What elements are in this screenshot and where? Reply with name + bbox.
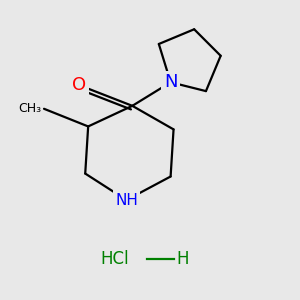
Text: H: H bbox=[176, 250, 189, 268]
Text: O: O bbox=[72, 76, 86, 94]
Text: NH: NH bbox=[115, 193, 138, 208]
Text: N: N bbox=[164, 73, 177, 91]
Text: CH₃: CH₃ bbox=[18, 102, 41, 115]
Text: HCl: HCl bbox=[100, 250, 129, 268]
